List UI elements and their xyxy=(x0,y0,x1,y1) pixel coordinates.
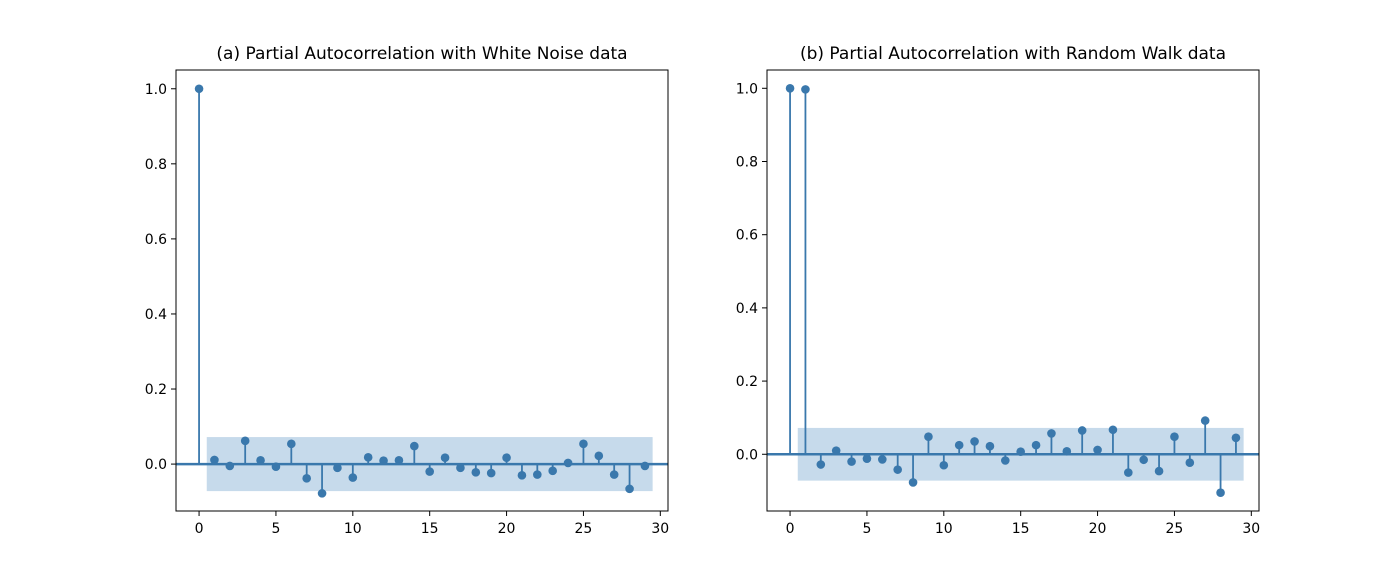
chart-b-marker-13 xyxy=(985,441,995,451)
chart-b-marker-24 xyxy=(1154,466,1164,476)
chart-a-marker-15 xyxy=(425,467,434,476)
chart-a-marker-5 xyxy=(271,462,281,472)
chart-b-marker-1 xyxy=(801,85,810,94)
chart-b-marker-25 xyxy=(1170,432,1179,442)
chart-a-marker-9 xyxy=(333,463,342,473)
chart-a-marker-25 xyxy=(579,439,588,449)
chart-a-marker-12 xyxy=(379,456,388,466)
chart-a-marker-7 xyxy=(302,474,311,483)
chart-a: (a) Partial Autocorrelation with White N… xyxy=(145,44,669,537)
chart-b-marker-8 xyxy=(908,478,918,487)
chart-a-marker-18 xyxy=(471,468,481,477)
chart-a-marker-0 xyxy=(194,84,204,94)
chart-a-xtick-label-0: 0 xyxy=(195,521,204,537)
chart-a-ytick-label-3: 0.6 xyxy=(145,232,167,248)
chart-b-marker-29 xyxy=(1231,433,1241,443)
chart-a-marker-23 xyxy=(548,466,557,476)
chart-b-marker-18 xyxy=(1062,447,1072,456)
chart-b-frame xyxy=(766,69,1260,512)
chart-b-marker-20 xyxy=(1093,445,1102,455)
chart-b-marker-14 xyxy=(1001,456,1010,465)
chart-a-xtick-label-15: 15 xyxy=(421,521,439,537)
chart-a-marker-22 xyxy=(533,470,542,479)
chart-b-marker-16 xyxy=(1031,440,1041,450)
chart-b-marker-6 xyxy=(878,455,887,464)
chart-b: (b) Partial Autocorrelation with Random … xyxy=(736,44,1260,537)
chart-a-marker-1 xyxy=(210,455,219,465)
chart-a-ytick-label-5: 1.0 xyxy=(145,82,167,98)
chart-b-marker-4 xyxy=(847,457,856,466)
chart-b-xtick-label-5: 5 xyxy=(862,521,871,537)
chart-b-xtick-label-25: 25 xyxy=(1166,521,1184,537)
chart-b-marker-11 xyxy=(954,440,964,450)
chart-a-marker-21 xyxy=(517,471,527,480)
chart-a-marker-8 xyxy=(317,489,327,498)
chart-a-xtick-label-30: 30 xyxy=(651,521,669,537)
chart-a-marker-24 xyxy=(563,458,573,468)
chart-b-marker-28 xyxy=(1216,488,1225,498)
chart-b-xtick-label-0: 0 xyxy=(786,521,795,537)
chart-a-marker-13 xyxy=(394,456,404,465)
chart-b-marker-3 xyxy=(831,446,841,455)
chart-a-xtick-label-10: 10 xyxy=(344,521,362,537)
chart-a-marker-14 xyxy=(410,441,419,451)
chart-a-marker-3 xyxy=(240,436,250,446)
chart-a-marker-4 xyxy=(256,456,265,465)
chart-a-plot: 0 5 10 15 20 25 30 0.0 0.2 0.4 0.6 0.8 1.0 xyxy=(145,69,669,537)
chart-a-marker-16 xyxy=(440,453,450,463)
chart-a-marker-19 xyxy=(486,468,496,478)
chart-b-title: (b) Partial Autocorrelation with Random … xyxy=(800,44,1226,64)
chart-b-ytick-label-0: 0.0 xyxy=(736,447,758,463)
chart-b-ytick-label-4: 0.8 xyxy=(736,154,758,170)
chart-a-marker-6 xyxy=(287,439,296,449)
chart-a-marker-27 xyxy=(609,470,619,479)
chart-b-ytick-label-3: 0.6 xyxy=(736,228,758,244)
chart-b-xtick-label-10: 10 xyxy=(935,521,953,537)
chart-b-marker-9 xyxy=(924,432,933,442)
chart-a-marker-17 xyxy=(456,463,465,473)
chart-b-marker-22 xyxy=(1124,468,1133,477)
chart-a-marker-29 xyxy=(640,461,650,471)
chart-b-marker-5 xyxy=(862,454,872,463)
chart-b-marker-10 xyxy=(939,460,949,470)
chart-b-marker-27 xyxy=(1200,416,1210,425)
chart-b-plot: 0 5 10 15 20 25 30 0.0 0.2 0.4 0.6 0.8 1.0 xyxy=(736,69,1260,537)
chart-b-marker-15 xyxy=(1016,447,1025,457)
chart-a-ytick-label-1: 0.2 xyxy=(145,382,167,398)
chart-b-marker-26 xyxy=(1185,458,1195,467)
chart-b-marker-7 xyxy=(893,465,902,474)
chart-a-marker-28 xyxy=(625,484,634,494)
chart-b-ytick-label-1: 0.2 xyxy=(736,374,758,390)
chart-a-title: (a) Partial Autocorrelation with White N… xyxy=(216,44,627,64)
chart-b-marker-2 xyxy=(816,460,826,469)
chart-b-marker-23 xyxy=(1139,455,1148,465)
chart-b-marker-17 xyxy=(1047,429,1056,438)
chart-a-marker-2 xyxy=(225,461,235,471)
chart-a-frame xyxy=(175,69,669,512)
chart-a-ytick-label-2: 0.4 xyxy=(145,307,167,323)
chart-a-marker-26 xyxy=(594,451,604,461)
chart-b-marker-12 xyxy=(970,437,979,446)
chart-b-xtick-label-20: 20 xyxy=(1089,521,1107,537)
chart-b-ytick-label-5: 1.0 xyxy=(736,81,758,97)
chart-b-marker-19 xyxy=(1077,426,1087,435)
chart-b-ytick-label-2: 0.4 xyxy=(736,301,758,317)
chart-a-xtick-label-5: 5 xyxy=(271,521,280,537)
chart-a-xtick-label-25: 25 xyxy=(575,521,593,537)
chart-a-xtick-label-20: 20 xyxy=(498,521,516,537)
chart-b-xtick-label-15: 15 xyxy=(1012,521,1030,537)
chart-a-ytick-label-0: 0.0 xyxy=(145,457,167,473)
chart-a-ytick-label-4: 0.8 xyxy=(145,157,167,173)
chart-a-marker-11 xyxy=(363,453,373,462)
chart-b-marker-21 xyxy=(1108,425,1118,435)
chart-b-xtick-label-30: 30 xyxy=(1242,521,1260,537)
chart-a-marker-20 xyxy=(502,453,511,463)
chart-a-marker-10 xyxy=(348,473,358,482)
chart-b-marker-0 xyxy=(785,83,795,93)
